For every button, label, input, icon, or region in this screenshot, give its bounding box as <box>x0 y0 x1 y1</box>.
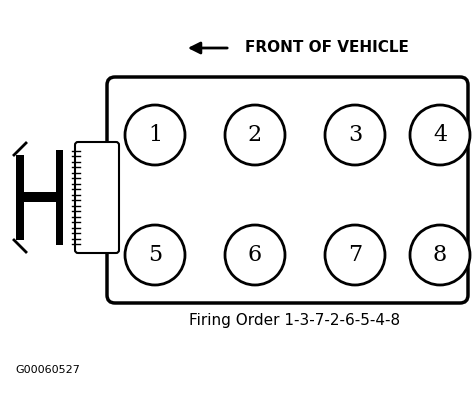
Circle shape <box>125 225 185 285</box>
Circle shape <box>125 105 185 165</box>
FancyBboxPatch shape <box>107 77 468 303</box>
Circle shape <box>325 225 385 285</box>
Text: G00060527: G00060527 <box>15 365 80 375</box>
Text: 6: 6 <box>248 244 262 266</box>
Bar <box>56 150 63 245</box>
Circle shape <box>410 105 470 165</box>
Text: 2: 2 <box>248 124 262 146</box>
Text: 4: 4 <box>433 124 447 146</box>
FancyBboxPatch shape <box>75 142 119 253</box>
Text: Firing Order 1-3-7-2-6-5-4-8: Firing Order 1-3-7-2-6-5-4-8 <box>190 312 401 328</box>
Circle shape <box>410 225 470 285</box>
Text: 3: 3 <box>348 124 362 146</box>
Circle shape <box>325 105 385 165</box>
Text: 1: 1 <box>148 124 162 146</box>
Circle shape <box>225 105 285 165</box>
Circle shape <box>225 225 285 285</box>
Text: FRONT OF VEHICLE: FRONT OF VEHICLE <box>245 40 409 56</box>
Text: 8: 8 <box>433 244 447 266</box>
Bar <box>24 192 60 202</box>
Bar <box>16 155 24 240</box>
Text: 7: 7 <box>348 244 362 266</box>
Text: 5: 5 <box>148 244 162 266</box>
